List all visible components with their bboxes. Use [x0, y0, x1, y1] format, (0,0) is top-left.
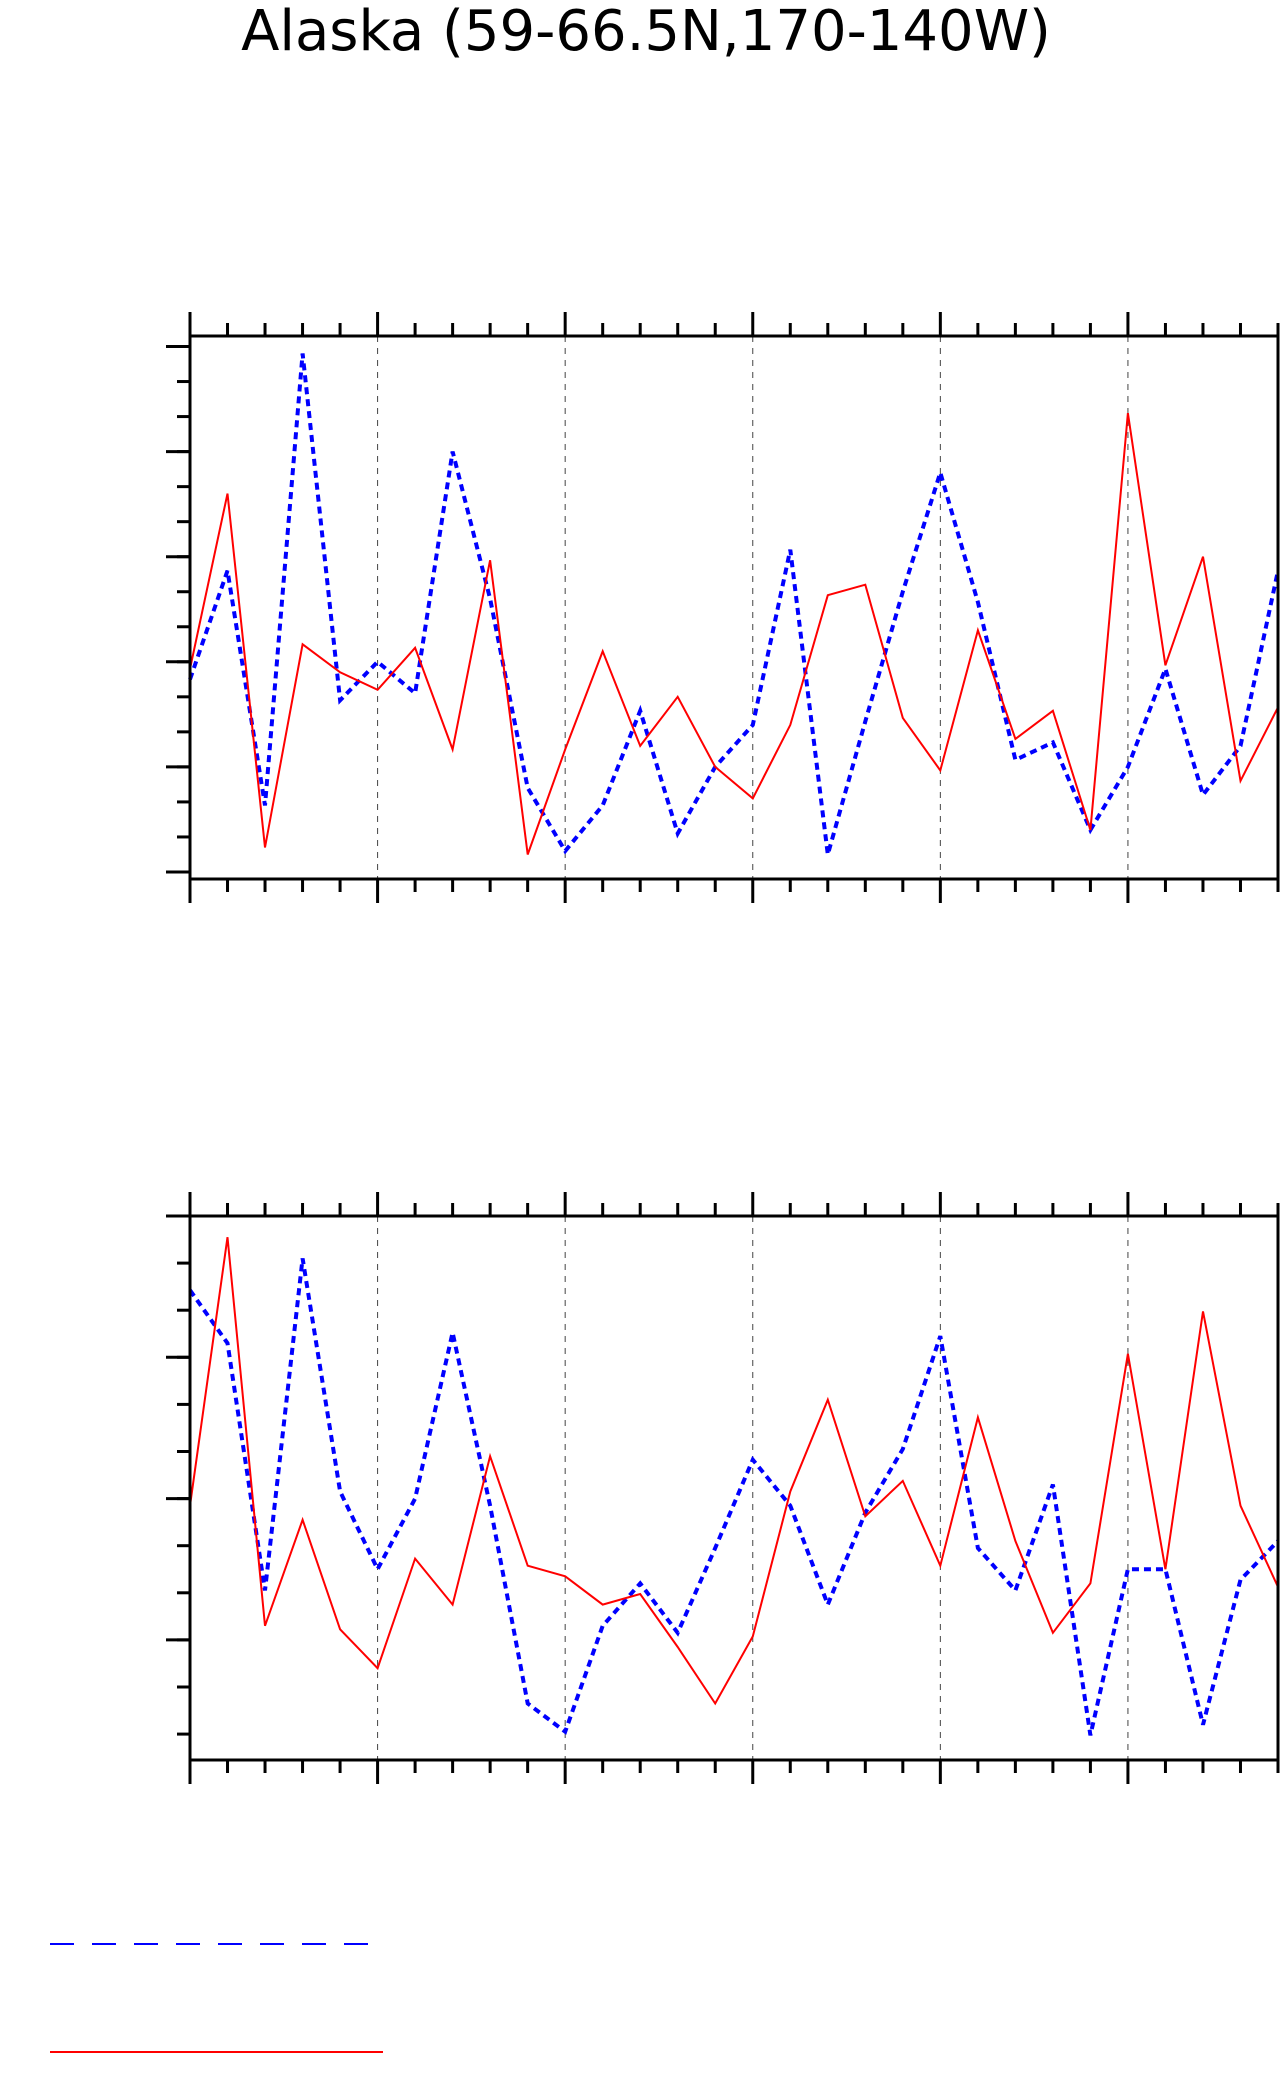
series-line-k40: [189, 1237, 1279, 1706]
series-line-k32: [188, 353, 1280, 856]
plot-frame: [188, 334, 1280, 881]
series-line-k40: [189, 412, 1279, 855]
plot-frame: [188, 1214, 1280, 1762]
series-line-k32: [188, 1258, 1280, 1736]
legend: [50, 1943, 383, 2053]
page-title: Alaska (59-66.5N,170-140W): [241, 0, 1051, 64]
snowice-panel: [166, 1192, 1280, 1784]
snowliq-panel: [166, 312, 1280, 903]
